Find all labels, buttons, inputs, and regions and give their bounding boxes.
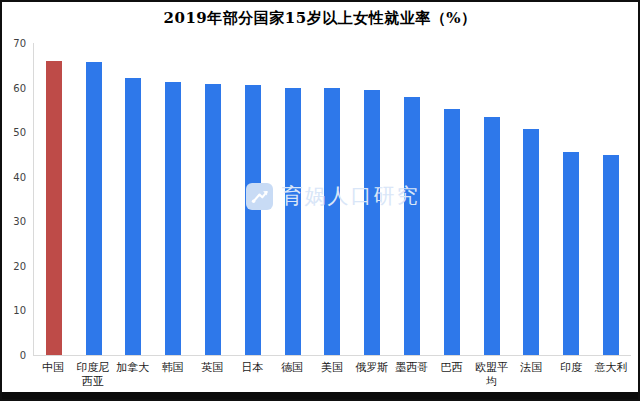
bar-slot [392, 43, 432, 355]
y-axis-tick-label: 50 [13, 127, 26, 138]
chart-title: 2019年部分国家15岁以上女性就业率（%） [2, 9, 638, 28]
bar [165, 82, 181, 355]
bar [603, 155, 619, 355]
bar-slot [273, 43, 313, 355]
x-axis-label-text: 加拿大 [116, 361, 149, 375]
bar [364, 90, 380, 355]
x-axis-label-text: 巴西 [441, 361, 463, 375]
x-axis-label-text: 墨西哥 [395, 361, 428, 375]
bar-slot [74, 43, 114, 355]
y-axis-tick-label: 70 [13, 38, 26, 49]
y-axis-tick-label: 10 [13, 305, 26, 316]
bar-slot [512, 43, 552, 355]
x-axis-label: 加拿大 [113, 361, 153, 389]
bar-slot [432, 43, 472, 355]
plot-area: 育娲人口研究 [33, 43, 631, 356]
y-axis-tick-label: 40 [13, 171, 26, 182]
x-axis-label-text: 韩国 [162, 361, 184, 375]
x-axis-label: 中国 [33, 361, 73, 389]
x-axis-label: 印度尼西亚 [73, 361, 113, 389]
bar-slot [153, 43, 193, 355]
x-axis-label: 日本 [232, 361, 272, 389]
y-axis-tick-label: 20 [13, 260, 26, 271]
chart-figure: 2019年部分国家15岁以上女性就业率（%） 0 10 20 30 40 50 60 70 育… [0, 0, 640, 401]
x-axis-label: 墨西哥 [392, 361, 432, 389]
bar [205, 84, 221, 355]
bar [125, 78, 141, 355]
bar [324, 88, 340, 355]
bar [245, 85, 261, 355]
y-axis-tick-label: 0 [20, 350, 26, 361]
x-axis-label: 韩国 [153, 361, 193, 389]
bar-slot [551, 43, 591, 355]
x-axis-label: 欧盟平均 [471, 361, 511, 389]
x-axis-label-text: 俄罗斯 [355, 361, 388, 375]
x-axis-label-text: 中国 [42, 361, 64, 375]
bar [404, 97, 420, 356]
bar [563, 152, 579, 355]
x-axis-label: 俄罗斯 [352, 361, 392, 389]
bar-slot [591, 43, 631, 355]
bar [285, 88, 301, 355]
bar-slot [114, 43, 154, 355]
bar-slot [352, 43, 392, 355]
x-axis-label-text: 印度 [560, 361, 582, 375]
x-axis-label-text: 英国 [201, 361, 223, 375]
x-axis-label: 德国 [272, 361, 312, 389]
bar-slot [472, 43, 512, 355]
y-axis: 010203040506070 [4, 43, 28, 355]
x-axis-label: 法国 [511, 361, 551, 389]
bars [34, 43, 631, 355]
y-axis-tick-label: 60 [13, 82, 26, 93]
bar [444, 109, 460, 355]
x-axis-label-text: 日本 [241, 361, 263, 375]
bar-slot [193, 43, 233, 355]
bar [484, 117, 500, 355]
x-axis-label-text: 德国 [281, 361, 303, 375]
x-axis-label: 英国 [192, 361, 232, 389]
x-axis-label: 印度 [551, 361, 591, 389]
x-axis-label: 美国 [312, 361, 352, 389]
x-axis-label-text: 欧盟平均 [474, 361, 508, 389]
bar-slot [34, 43, 74, 355]
bar-slot [313, 43, 353, 355]
y-axis-tick-label: 30 [13, 216, 26, 227]
x-axis-label-text: 法国 [520, 361, 542, 375]
x-axis-label: 意大利 [591, 361, 631, 389]
x-axis-label-text: 美国 [321, 361, 343, 375]
bar-slot [233, 43, 273, 355]
x-axis-labels: 中国印度尼西亚加拿大韩国 英国 日本 德国 美国俄罗斯墨西哥巴西欧盟平均法国 印度意大利 [33, 361, 631, 389]
bottom-border-bar [0, 392, 640, 401]
bar [86, 62, 102, 355]
x-axis-label: 巴西 [432, 361, 472, 389]
x-axis-label-text: 意大利 [594, 361, 627, 375]
x-axis-label-text: 印度尼西亚 [76, 361, 110, 389]
bar [46, 61, 62, 355]
bar [523, 129, 539, 355]
